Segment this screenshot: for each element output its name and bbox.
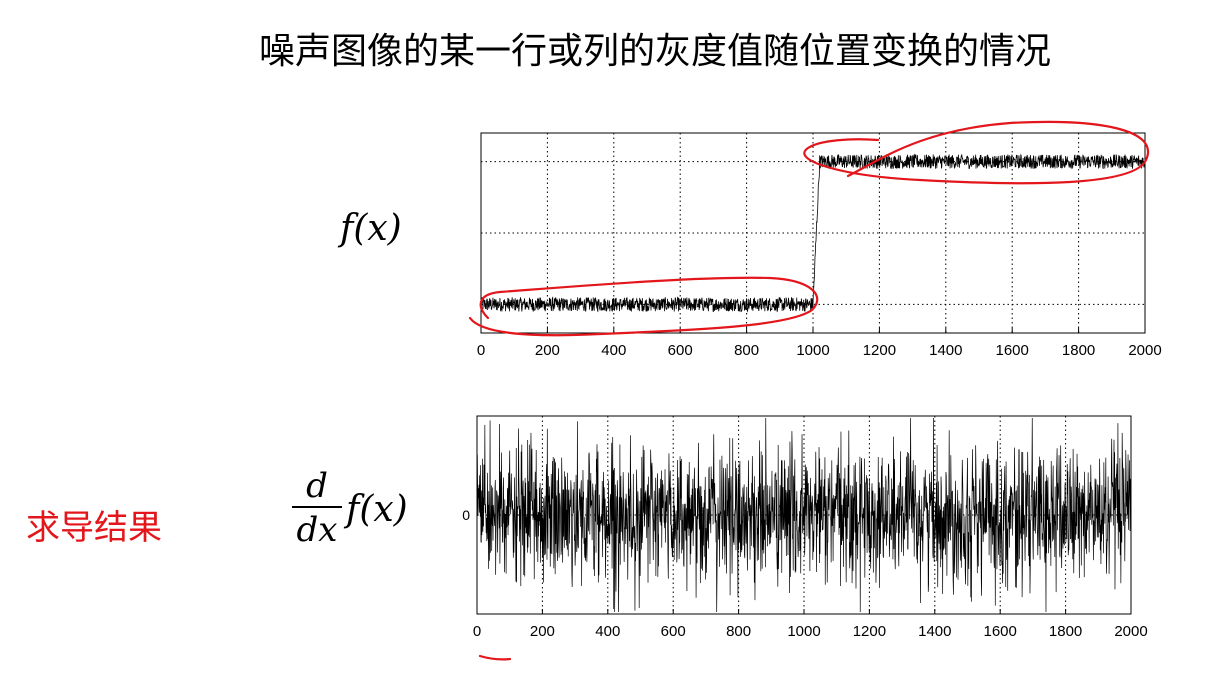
top-chart-signal-line — [480, 153, 1146, 313]
low-level-circle — [468, 276, 819, 337]
step-signal-chart: 0 200 400 600 800 1000 1200 1400 1600 1800 2000 — [477, 132, 1162, 359]
top-chart-x-tick-label: 2000 — [1128, 342, 1161, 359]
red-annotations — [468, 120, 1149, 661]
bottom-chart-x-tick-label: 800 — [726, 623, 751, 640]
derivative-chart: 0 200 400 600 800 1000 1200 1400 1600 1800 2000 0 — [462, 415, 1148, 640]
bottom-chart-x-tick-label: 1600 — [984, 623, 1017, 640]
derivative-fraction: d dx — [292, 466, 342, 552]
top-chart-x-tick-label: 1600 — [996, 342, 1029, 359]
bottom-chart-x-tick-label: 0 — [473, 623, 481, 640]
derivative-function: f(x) — [346, 488, 408, 530]
bottom-chart-x-tick-label: 1400 — [918, 623, 951, 640]
high-level-circle — [803, 120, 1149, 185]
bottom-chart-x-tick-label: 2000 — [1114, 623, 1147, 640]
bottom-chart-x-tick-label: 1800 — [1049, 623, 1082, 640]
top-chart-frame — [480, 132, 1146, 334]
fraction-numerator: d — [306, 466, 328, 506]
function-label: f(x) — [340, 208, 402, 249]
top-chart-x-tick-label: 1200 — [863, 342, 896, 359]
top-chart-x-tick-label: 1000 — [796, 342, 829, 359]
top-chart-x-tick-label: 600 — [668, 342, 693, 359]
bottom-annotation-stroke — [478, 654, 512, 661]
fraction-bar — [292, 506, 342, 508]
bottom-chart-x-tick-label: 600 — [661, 623, 686, 640]
fraction-denominator: dx — [296, 510, 338, 550]
derivative-formula: d dx f(x) — [292, 466, 408, 552]
bottom-chart-x-tick-label: 1200 — [853, 623, 886, 640]
top-chart-x-tick-label: 800 — [734, 342, 759, 359]
bottom-chart-derivative-line — [476, 417, 1132, 613]
top-chart-x-tick-label: 1400 — [929, 342, 962, 359]
slide-title: 噪声图像的某一行或列的灰度值随位置变换的情况 — [258, 31, 1051, 72]
bottom-chart-frame — [476, 415, 1132, 615]
bottom-chart-x-tick-label: 400 — [595, 623, 620, 640]
derivative-result-label: 求导结果 — [26, 508, 162, 548]
top-chart-x-tick-label: 400 — [601, 342, 626, 359]
bottom-chart-y-tick-label: 0 — [462, 507, 470, 523]
top-chart-x-tick-label: 0 — [477, 342, 485, 359]
bottom-chart-x-tick-label: 200 — [530, 623, 555, 640]
top-chart-x-tick-label: 200 — [535, 342, 560, 359]
bottom-chart-x-tick-label: 1000 — [787, 623, 820, 640]
top-chart-x-tick-label: 1800 — [1062, 342, 1095, 359]
